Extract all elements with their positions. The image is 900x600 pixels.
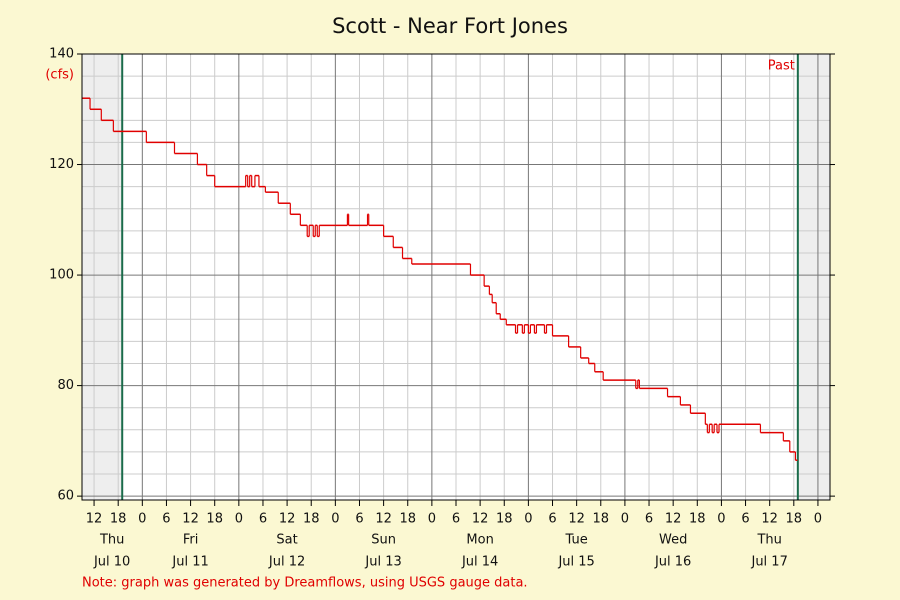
- y-tick-label: 100: [49, 268, 74, 283]
- x-tick-label: 6: [645, 512, 653, 527]
- x-tick-label: 6: [741, 512, 749, 527]
- date-label: Jul 12: [268, 555, 305, 570]
- x-tick-label: 18: [110, 512, 127, 527]
- x-tick-label: 18: [399, 512, 416, 527]
- weekday-label: Fri: [183, 533, 199, 548]
- x-tick-label: 0: [138, 512, 146, 527]
- x-tick-label: 12: [182, 512, 199, 527]
- date-label: Jul 13: [364, 555, 401, 570]
- x-tick-label: 6: [452, 512, 460, 527]
- x-tick-label: 0: [428, 512, 436, 527]
- weekday-label: Wed: [659, 533, 687, 548]
- x-tick-label: 6: [548, 512, 556, 527]
- date-label: Jul 10: [93, 555, 130, 570]
- x-tick-label: 18: [593, 512, 610, 527]
- chart-title: Scott - Near Fort Jones: [332, 14, 568, 38]
- past-label: Past: [768, 59, 795, 74]
- x-tick-label: 18: [786, 512, 803, 527]
- x-tick-label: 18: [496, 512, 513, 527]
- y-tick-label: 120: [49, 157, 74, 172]
- weekday-label: Sun: [371, 533, 396, 548]
- x-tick-label: 18: [689, 512, 706, 527]
- x-tick-label: 0: [235, 512, 243, 527]
- x-tick-label: 0: [717, 512, 725, 527]
- x-tick-label: 12: [761, 512, 778, 527]
- x-tick-label: 6: [259, 512, 267, 527]
- weekday-label: Sat: [276, 533, 297, 548]
- weekday-label: Tue: [565, 533, 588, 548]
- x-tick-label: 12: [568, 512, 585, 527]
- x-tick-label: 18: [303, 512, 320, 527]
- date-label: Jul 15: [557, 555, 594, 570]
- x-tick-label: 12: [375, 512, 392, 527]
- x-tick-label: 12: [472, 512, 489, 527]
- shade: [797, 54, 830, 500]
- date-label: Jul 14: [461, 555, 498, 570]
- x-tick-label: 0: [621, 512, 629, 527]
- y-unit: (cfs): [45, 68, 74, 83]
- date-label: Jul 16: [654, 555, 691, 570]
- x-tick-label: 6: [355, 512, 363, 527]
- x-tick-label: 12: [665, 512, 682, 527]
- x-tick-label: 0: [814, 512, 822, 527]
- note: Note: graph was generated by Dreamflows,…: [82, 576, 528, 591]
- weekday-label: Mon: [466, 533, 493, 548]
- x-tick-label: 18: [206, 512, 223, 527]
- x-tick-label: 12: [279, 512, 296, 527]
- y-tick-label: 140: [49, 47, 74, 62]
- x-tick-label: 6: [162, 512, 170, 527]
- x-tick-label: 0: [331, 512, 339, 527]
- weekday-label: Thu: [756, 533, 781, 548]
- date-label: Jul 17: [750, 555, 787, 570]
- y-tick-label: 80: [57, 378, 74, 393]
- plot-frame: [81, 53, 831, 501]
- date-label: Jul 11: [171, 555, 208, 570]
- x-tick-label: 12: [86, 512, 103, 527]
- weekday-label: Thu: [99, 533, 124, 548]
- shade: [82, 54, 123, 500]
- y-tick-label: 60: [57, 489, 74, 504]
- x-tick-label: 0: [524, 512, 532, 527]
